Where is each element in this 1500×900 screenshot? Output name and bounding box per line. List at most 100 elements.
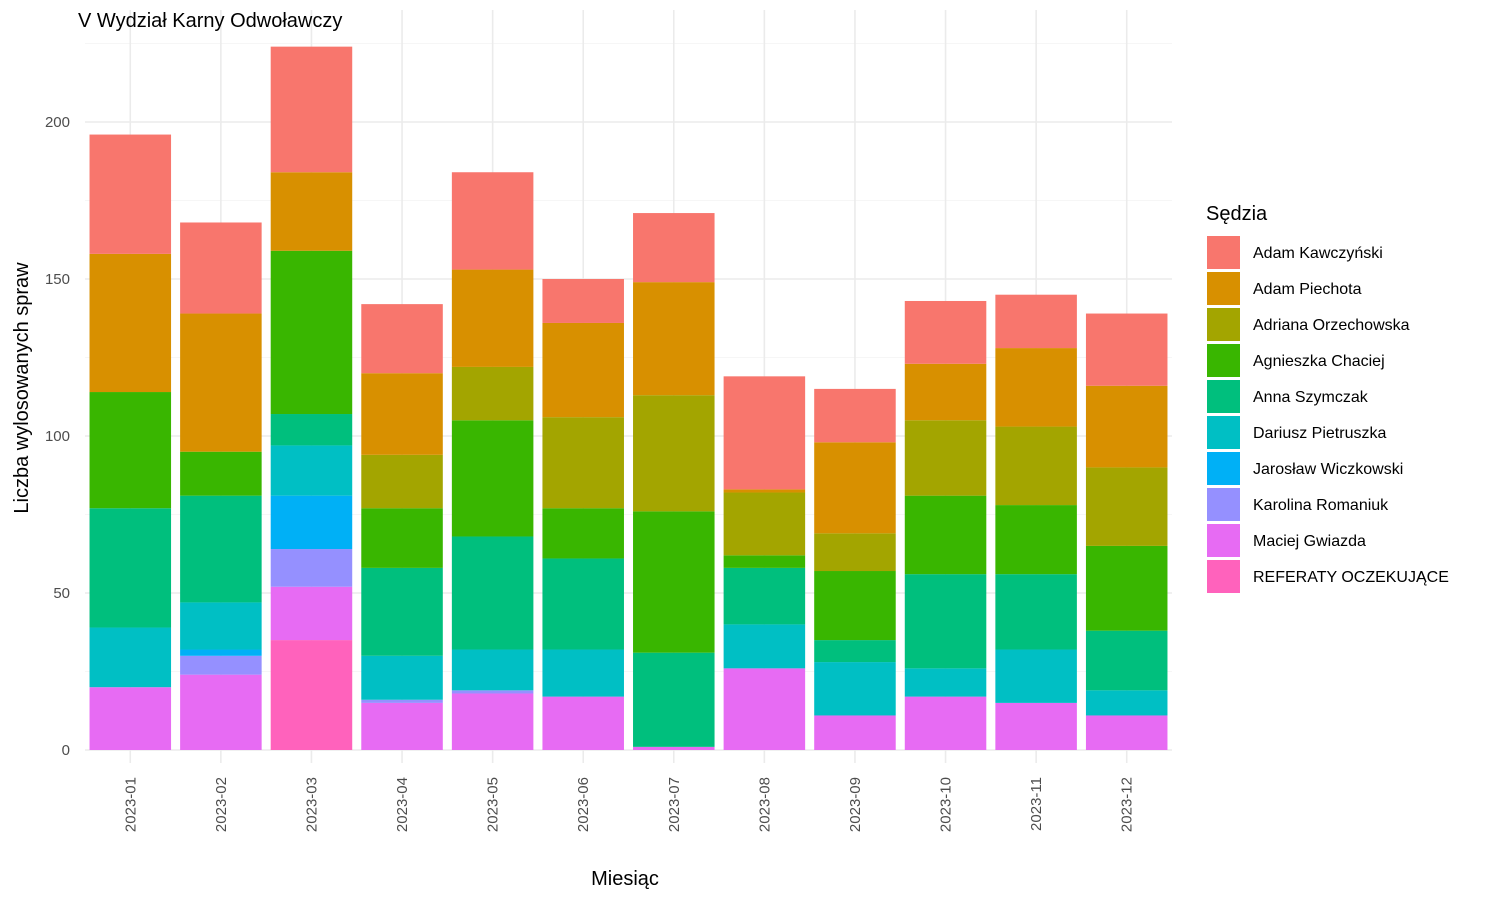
bar-segment (542, 558, 624, 650)
x-tick-label: 2023-08 (756, 777, 773, 832)
bar-segment (451, 172, 534, 270)
legend-swatch (1207, 524, 1240, 557)
bar-segment (451, 420, 534, 537)
bar-segment (814, 662, 896, 716)
bar-segment (451, 693, 534, 750)
bar-segment (633, 395, 715, 512)
bar-segment (1085, 313, 1168, 386)
legend-items: Adam Kawczyński Adam Piechota Adriana Orze… (1207, 236, 1449, 593)
legend-label: Dariusz Pietruszka (1253, 425, 1386, 442)
x-tick-label: 2023-11 (1028, 777, 1045, 831)
bar-segment (904, 363, 987, 421)
bar-segment (89, 134, 172, 254)
bar-segment (89, 253, 172, 393)
bar-segment (814, 388, 896, 443)
bar-segment (451, 536, 534, 650)
legend-swatch (1207, 416, 1240, 449)
x-tick-label: 2023-05 (485, 777, 502, 832)
legend-label: REFERATY OCZEKUJĄCE (1253, 569, 1449, 586)
legend-swatch (1207, 344, 1240, 377)
bar-segment (270, 586, 353, 641)
x-tick-label: 2023-12 (1119, 777, 1136, 832)
legend-swatch (1207, 236, 1240, 269)
bar-segment (451, 690, 534, 694)
bar-segment (995, 294, 1077, 349)
bar-segment (270, 414, 353, 446)
legend-swatch (1207, 560, 1240, 593)
bar-segment (1085, 545, 1168, 631)
bar-segment (633, 511, 715, 653)
bar-segment (904, 420, 987, 496)
bar-segment (723, 555, 806, 568)
bar-segment (451, 269, 534, 367)
bar-segment (995, 505, 1077, 575)
bar-segment (814, 533, 896, 572)
y-tick-label: 150 (45, 271, 70, 288)
bar-segment (1085, 385, 1168, 468)
bar-segment (633, 282, 715, 396)
bar-segment (361, 373, 443, 455)
bars (89, 46, 1168, 750)
bar-segment (542, 322, 624, 418)
bar-segment (361, 304, 443, 374)
bar-segment (904, 696, 987, 750)
bar-segment (723, 624, 806, 669)
legend-label: Adam Kawczyński (1253, 245, 1383, 262)
bar-segment (270, 640, 353, 750)
bar-segment (814, 640, 896, 663)
bar-segment (180, 674, 262, 750)
bar-segment (1085, 630, 1168, 691)
legend-label: Jarosław Wiczkowski (1253, 461, 1403, 478)
legend-title: Sędzia (1206, 203, 1268, 225)
bar-segment (723, 376, 806, 490)
y-axis-title: Liczba wylosowanych spraw (11, 262, 33, 514)
y-axis-ticks: 0 50 100 150 200 (45, 114, 70, 759)
bar-segment (995, 348, 1077, 427)
bar-segment (361, 567, 443, 656)
legend-label: Adriana Orzechowska (1253, 317, 1410, 334)
bar-segment (904, 668, 987, 697)
bar-segment (633, 213, 715, 283)
bar-segment (361, 655, 443, 700)
legend-label: Maciej Gwiazda (1253, 533, 1366, 550)
bar-segment (1085, 715, 1168, 750)
bar-segment (270, 445, 353, 496)
bar-segment (995, 649, 1077, 703)
bar-segment (723, 492, 806, 556)
bar-segment (1085, 690, 1168, 716)
bar-segment (633, 746, 715, 750)
bar-segment (270, 549, 353, 587)
bar-segment (904, 300, 987, 364)
x-tick-label: 2023-07 (666, 777, 683, 832)
bar-segment (814, 442, 896, 534)
bar-segment (361, 699, 443, 703)
legend-swatch (1207, 272, 1240, 305)
bar-segment (1085, 467, 1168, 546)
bar-segment (542, 279, 624, 323)
x-tick-label: 2023-03 (303, 777, 320, 832)
legend: Sędzia Adam Kawczyński Adam Piechota Adria… (1206, 203, 1449, 593)
x-tick-label: 2023-04 (394, 777, 411, 832)
x-tick-label: 2023-02 (213, 777, 230, 832)
bar-segment (89, 392, 172, 509)
legend-label: Agnieszka Chaciej (1253, 353, 1385, 370)
bar-segment (361, 702, 443, 750)
x-tick-label: 2023-10 (938, 777, 955, 832)
bar-segment (723, 489, 806, 493)
bar-segment (904, 495, 987, 575)
bar-segment (89, 508, 172, 628)
bar-segment (270, 172, 353, 251)
bar-segment (180, 451, 262, 496)
bar-segment (995, 702, 1077, 750)
legend-label: Adam Piechota (1253, 281, 1362, 298)
y-tick-label: 50 (53, 585, 70, 602)
x-tick-label: 2023-06 (575, 777, 592, 832)
bar-segment (542, 417, 624, 509)
legend-swatch (1207, 452, 1240, 485)
bar-segment (814, 571, 896, 641)
bar-segment (180, 313, 262, 452)
legend-swatch (1207, 380, 1240, 413)
bar-segment (723, 567, 806, 625)
